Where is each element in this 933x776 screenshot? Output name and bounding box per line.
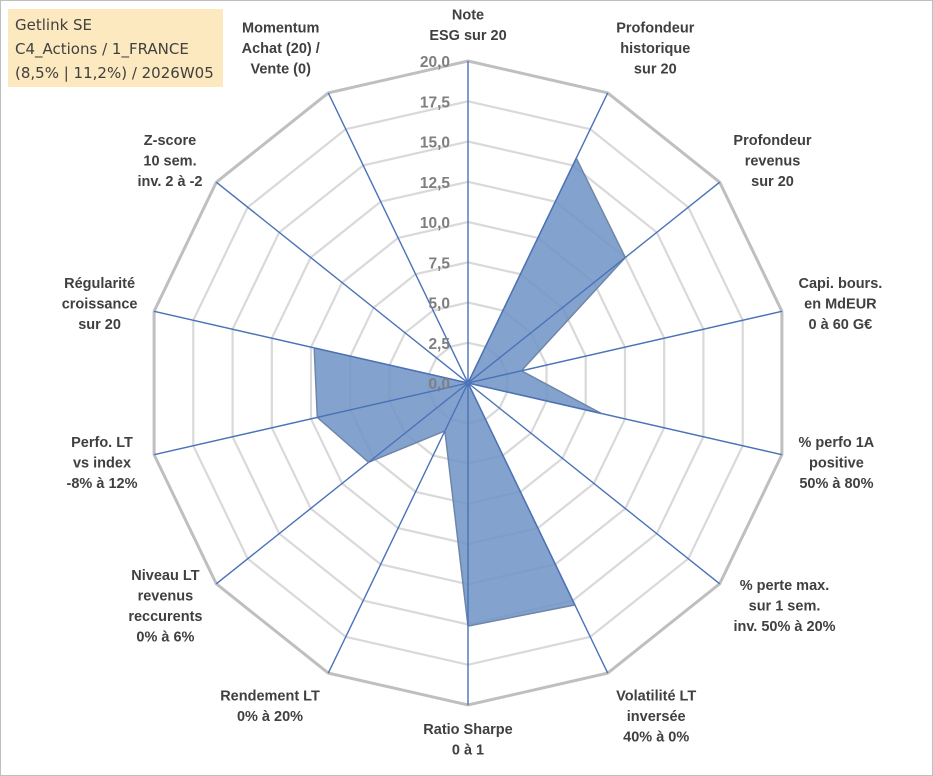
axis-label-line: historique xyxy=(620,41,690,57)
spoke-6 xyxy=(467,382,609,674)
data-point-7 xyxy=(467,625,469,627)
axis-label-line: Capi. bours. xyxy=(799,276,883,292)
data-point-10 xyxy=(316,416,318,418)
axis-label-8: Rendement LT 0% à 20% xyxy=(220,689,320,726)
axis-label-11: Régularité croissance sur 20 xyxy=(62,276,138,333)
data-point-9 xyxy=(368,461,370,463)
data-point-4 xyxy=(600,413,602,414)
axis-label-6: Volatilité LT inversée 40% à 0% xyxy=(616,689,696,746)
tick-label: 7,5 xyxy=(428,255,450,272)
axis-label-line: Ratio Sharpe xyxy=(423,722,512,738)
axis-label-line: Momentum xyxy=(242,20,319,36)
axis-label-12: Z-score 10 sem. inv. 2 à -2 xyxy=(137,133,202,190)
spoke-1 xyxy=(467,92,609,384)
axis-label-line: % perfo 1A xyxy=(799,435,875,451)
axis-label-line: inv. 2 à -2 xyxy=(137,174,202,190)
axis-label-line: 50% à 80% xyxy=(799,476,873,492)
axis-label-line: revenus xyxy=(745,153,801,169)
axis-label-line: 0% à 20% xyxy=(237,709,303,725)
axis-label-line: sur 20 xyxy=(78,317,121,333)
data-point-1 xyxy=(575,157,577,159)
axis-label-line: Rendement LT xyxy=(220,689,320,705)
axis-label-line: Régularité xyxy=(64,276,135,292)
axis-label-0: Note ESG sur 20 xyxy=(429,8,506,45)
axis-label-line: inversée xyxy=(627,709,686,725)
axis-label-line: Profondeur xyxy=(616,20,694,36)
axis-label-9: Niveau LT revenus reccurents 0% à 6% xyxy=(128,568,202,646)
axis-label-line: Achat (20) / xyxy=(242,41,320,57)
spoke-4 xyxy=(467,382,783,456)
tick-label: 2,5 xyxy=(428,336,450,353)
axis-label-line: Vente (0) xyxy=(250,61,311,77)
info-company: Getlink SE xyxy=(15,16,93,34)
spoke-9 xyxy=(215,382,469,585)
spoke-13 xyxy=(327,92,469,384)
axis-label-line: en MdEUR xyxy=(804,297,877,313)
tick-label: 20,0 xyxy=(420,54,450,71)
data-point-2 xyxy=(624,257,626,258)
axis-label-line: % perte max. xyxy=(740,578,829,594)
spoke-10 xyxy=(153,382,469,456)
tick-label: 17,5 xyxy=(420,94,451,111)
axis-label-line: ESG sur 20 xyxy=(429,28,506,44)
axis-label-line: 0% à 6% xyxy=(136,629,194,645)
tick-label: 5,0 xyxy=(428,296,450,313)
axis-label-4: % perfo 1A positive 50% à 80% xyxy=(799,435,875,492)
axis-label-line: reccurents xyxy=(128,609,202,625)
data-point-3 xyxy=(520,370,522,372)
series-area-0 xyxy=(313,156,627,627)
axis-label-2: Profondeur revenus sur 20 xyxy=(733,133,811,190)
axis-label-line: Note xyxy=(452,8,484,24)
axis-label-line: Z-score xyxy=(144,133,196,149)
axis-label-10: Perfo. LT vs index -8% à 12% xyxy=(67,435,138,492)
spoke-5 xyxy=(467,382,721,585)
axis-label-line: 0 à 60 G€ xyxy=(809,317,873,333)
axis-label-line: sur 20 xyxy=(634,61,677,77)
tick-label: 0,0 xyxy=(428,376,450,393)
axis-label-line: sur 20 xyxy=(751,174,794,190)
axis-label-line: inv. 50% à 20% xyxy=(733,619,835,635)
spoke-3 xyxy=(467,310,783,384)
axis-label-line: Volatilité LT xyxy=(616,689,696,705)
spoke-11 xyxy=(153,310,469,384)
axis-label-line: Perfo. LT xyxy=(71,435,133,451)
axis-label-13: Momentum Achat (20) / Vente (0) xyxy=(242,20,320,77)
data-point-6 xyxy=(574,604,576,606)
data-point-8 xyxy=(444,430,446,432)
axis-label-line: 0 à 1 xyxy=(452,743,484,759)
axis-label-line: 10 sem. xyxy=(143,153,196,169)
axis-label-1: Profondeur historique sur 20 xyxy=(616,20,694,77)
axis-label-5: % perte max. sur 1 sem. inv. 50% à 20% xyxy=(733,578,835,635)
axis-label-line: Profondeur xyxy=(733,133,811,149)
axis-label-3: Capi. bours. en MdEUR 0 à 60 G€ xyxy=(799,276,883,333)
info-box: Getlink SE C4_Actions / 1_FRANCE (8,5% |… xyxy=(8,9,223,87)
data-point-13 xyxy=(467,382,469,384)
axis-label-line: sur 1 sem. xyxy=(749,599,821,615)
axis-label-line: croissance xyxy=(62,297,138,313)
axis-label-line: positive xyxy=(809,455,864,471)
tick-label: 15,0 xyxy=(420,135,450,152)
info-period: (8,5% | 11,2%) / 2026W05 xyxy=(15,64,214,82)
info-category: C4_Actions / 1_FRANCE xyxy=(15,40,189,58)
axis-label-7: Ratio Sharpe 0 à 1 xyxy=(423,722,512,759)
spoke-12 xyxy=(215,181,469,384)
spoke-2 xyxy=(467,181,721,384)
tick-label: 12,5 xyxy=(420,175,451,192)
data-point-11 xyxy=(313,347,315,349)
axis-label-line: -8% à 12% xyxy=(67,476,138,492)
axis-label-line: revenus xyxy=(138,588,194,604)
axis-label-line: vs index xyxy=(73,455,131,471)
axis-label-line: Niveau LT xyxy=(131,568,199,584)
axis-label-line: 40% à 0% xyxy=(623,730,689,746)
tick-label: 10,0 xyxy=(420,215,450,232)
